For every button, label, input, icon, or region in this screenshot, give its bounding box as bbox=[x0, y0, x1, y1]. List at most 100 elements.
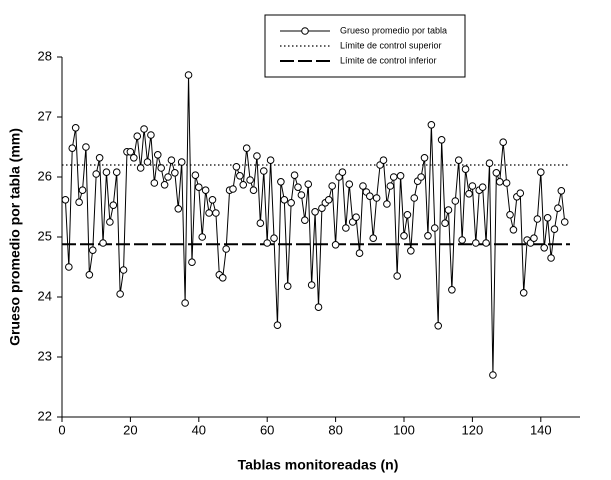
data-point bbox=[205, 209, 213, 217]
data-point bbox=[478, 183, 487, 191]
data-point bbox=[174, 205, 183, 213]
data-point bbox=[153, 151, 162, 159]
data-point bbox=[85, 271, 94, 279]
data-point bbox=[222, 245, 230, 253]
data-point bbox=[547, 254, 555, 262]
data-point bbox=[208, 196, 217, 204]
data-point bbox=[150, 179, 159, 187]
x-tick-label: 0 bbox=[58, 422, 65, 437]
data-point bbox=[430, 224, 439, 232]
data-point bbox=[366, 192, 374, 200]
data-point bbox=[188, 258, 196, 267]
legend-label: Límite de control superior bbox=[340, 40, 442, 50]
data-point bbox=[263, 239, 272, 247]
data-point bbox=[420, 154, 429, 162]
data-point bbox=[198, 233, 207, 241]
x-tick-label: 100 bbox=[393, 422, 415, 437]
data-point bbox=[543, 214, 552, 222]
data-point bbox=[424, 232, 432, 240]
data-point bbox=[393, 272, 401, 280]
data-point bbox=[112, 168, 121, 176]
data-point bbox=[434, 322, 443, 330]
data-point bbox=[465, 190, 473, 198]
data-point bbox=[441, 219, 449, 227]
data-point bbox=[444, 206, 453, 214]
data-point bbox=[355, 249, 364, 257]
data-point bbox=[482, 239, 490, 247]
y-tick-label: 27 bbox=[38, 108, 52, 123]
data-point bbox=[92, 170, 100, 178]
data-point bbox=[389, 173, 398, 181]
data-point bbox=[253, 152, 261, 160]
data-point bbox=[116, 290, 124, 298]
data-point bbox=[540, 244, 549, 252]
data-point bbox=[160, 181, 169, 189]
data-point bbox=[143, 158, 152, 166]
y-tick-label: 28 bbox=[38, 48, 52, 63]
data-point bbox=[99, 239, 107, 247]
data-point bbox=[396, 172, 405, 180]
data-point bbox=[270, 234, 278, 242]
data-point bbox=[126, 148, 135, 156]
data-point bbox=[177, 158, 186, 166]
data-point bbox=[301, 216, 309, 224]
data-point bbox=[383, 200, 391, 208]
data-point bbox=[509, 226, 518, 234]
data-point bbox=[78, 186, 87, 194]
data-point bbox=[352, 213, 360, 221]
x-axis-label: Tablas monitoreadas (n) bbox=[238, 457, 399, 473]
data-point bbox=[311, 208, 319, 216]
data-point bbox=[314, 303, 323, 312]
data-point bbox=[171, 169, 179, 177]
legend-label: Límite de control inferior bbox=[340, 55, 437, 65]
data-point bbox=[502, 179, 511, 187]
data-point bbox=[256, 219, 265, 227]
y-axis-label: Grueso promedio por tabla (mm) bbox=[7, 128, 23, 346]
data-point bbox=[338, 168, 347, 176]
data-point bbox=[427, 121, 436, 129]
legend-label: Grueso promedio por tabla bbox=[340, 25, 447, 35]
data-point bbox=[372, 194, 381, 202]
data-point bbox=[82, 143, 90, 151]
data-point bbox=[246, 176, 254, 184]
data-point bbox=[331, 241, 340, 249]
data-point bbox=[95, 154, 104, 162]
data-point bbox=[560, 218, 569, 226]
data-point bbox=[157, 164, 165, 172]
data-point bbox=[109, 201, 118, 209]
data-point bbox=[342, 224, 350, 232]
data-point bbox=[65, 263, 73, 271]
data-point bbox=[516, 189, 525, 197]
data-point bbox=[307, 281, 316, 289]
data-point bbox=[461, 165, 470, 173]
data-point bbox=[164, 173, 172, 181]
x-tick-label: 80 bbox=[328, 422, 342, 437]
data-point bbox=[259, 167, 268, 175]
x-tick-label: 40 bbox=[192, 422, 206, 437]
data-point bbox=[167, 156, 176, 164]
data-point bbox=[519, 289, 528, 297]
data-point bbox=[324, 196, 333, 204]
data-point bbox=[468, 182, 477, 190]
data-point bbox=[130, 154, 138, 162]
y-tick-label: 23 bbox=[38, 348, 52, 363]
y-tick-label: 25 bbox=[38, 228, 52, 243]
data-point bbox=[290, 171, 299, 179]
data-point bbox=[530, 234, 538, 242]
y-tick-label: 24 bbox=[38, 288, 52, 303]
data-point bbox=[359, 182, 367, 190]
data-point bbox=[133, 132, 142, 140]
data-point bbox=[239, 181, 248, 189]
data-point bbox=[75, 198, 83, 206]
data-point bbox=[369, 234, 378, 242]
x-tick-label: 60 bbox=[260, 422, 274, 437]
data-point bbox=[448, 286, 456, 294]
data-point bbox=[379, 156, 388, 164]
data-point bbox=[489, 371, 497, 379]
data-point bbox=[283, 282, 292, 291]
data-point bbox=[273, 321, 282, 330]
data-point bbox=[472, 239, 480, 247]
data-point bbox=[242, 144, 251, 152]
data-point bbox=[458, 236, 466, 244]
